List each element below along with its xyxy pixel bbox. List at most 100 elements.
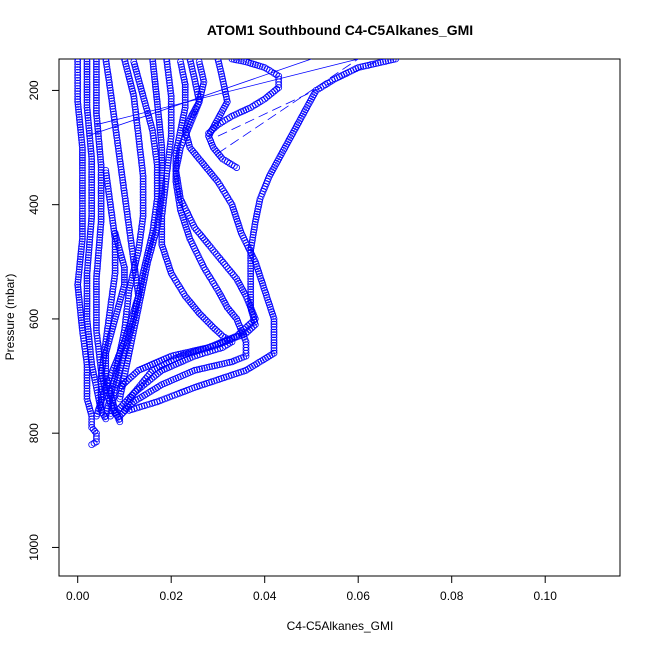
data-point [149, 366, 156, 374]
data-point [153, 98, 161, 106]
data-point [84, 264, 91, 272]
data-point [111, 118, 119, 126]
data-point [226, 307, 234, 315]
data-point [220, 83, 228, 90]
x-axis-label: C4-C5Alkanes_GMI [287, 619, 394, 633]
data-point [136, 233, 144, 241]
data-point [124, 297, 132, 305]
data-point [252, 213, 260, 221]
data-point [98, 369, 105, 377]
data-point [161, 183, 169, 191]
data-point [197, 345, 205, 353]
data-point [151, 75, 159, 83]
data-point [96, 236, 103, 244]
data-point [109, 219, 117, 227]
data-point [122, 200, 130, 208]
data-point [111, 121, 119, 129]
data-point [247, 252, 255, 260]
data-point [196, 61, 204, 68]
data-point [139, 283, 147, 291]
data-point [125, 72, 133, 80]
data-point [251, 321, 259, 329]
data-point [128, 276, 135, 284]
data-point [93, 91, 100, 99]
data-point [75, 113, 83, 121]
data-point [118, 171, 126, 179]
data-point [270, 341, 278, 349]
data-point [138, 286, 146, 294]
data-point [120, 380, 127, 388]
data-point [79, 164, 86, 172]
data-point [218, 70, 225, 78]
data-point [102, 340, 109, 348]
data-point [79, 232, 86, 240]
data-point [93, 73, 100, 81]
data-point [157, 136, 165, 144]
data-point [176, 146, 184, 154]
data-point [97, 213, 105, 221]
data-point [218, 73, 226, 80]
data-point [150, 65, 158, 73]
data-point [89, 366, 97, 374]
data-point [202, 316, 210, 324]
data-point [93, 109, 100, 117]
data-point [223, 95, 231, 103]
data-point [113, 131, 120, 139]
data-point [87, 220, 95, 228]
data-point [138, 159, 146, 167]
data-point [126, 77, 134, 85]
data-point [97, 187, 105, 195]
data-point [117, 166, 125, 173]
data-point [90, 371, 98, 379]
data-point [143, 401, 151, 409]
data-point [97, 388, 105, 396]
data-point [88, 168, 96, 176]
data-point [126, 393, 134, 401]
data-point [130, 264, 138, 272]
data-point [93, 107, 100, 115]
data-point [249, 233, 257, 241]
data-point [88, 189, 96, 197]
data-point [127, 237, 135, 245]
data-point [247, 278, 255, 285]
data-point [97, 391, 105, 398]
data-point [75, 288, 82, 296]
data-point [167, 119, 175, 127]
data-point [88, 202, 96, 210]
data-point [88, 184, 96, 191]
chart-title: ATOM1 Southbound C4-C5Alkanes_GMI [207, 22, 473, 38]
data-point [153, 95, 161, 103]
data-point [97, 226, 104, 234]
data-point [158, 144, 166, 151]
data-point [79, 222, 86, 230]
data-point [111, 272, 119, 280]
data-point [255, 203, 262, 211]
data-point [76, 258, 84, 266]
data-point [75, 296, 83, 304]
data-point [136, 146, 144, 153]
data-point [161, 188, 169, 196]
data-point [83, 384, 91, 392]
data-point [133, 309, 141, 317]
data-point [74, 87, 82, 95]
data-point [121, 268, 128, 276]
data-point [179, 71, 187, 78]
data-point [83, 78, 91, 86]
data-point [156, 128, 164, 136]
data-point [106, 306, 114, 314]
data-point [97, 179, 105, 187]
data-point [97, 393, 105, 401]
data-point [136, 298, 143, 306]
data-point [201, 315, 208, 323]
data-point [150, 70, 158, 78]
data-point [131, 321, 139, 329]
data-point [109, 102, 116, 110]
data-point [93, 296, 100, 303]
data-point [145, 371, 153, 378]
series-13 [205, 59, 283, 137]
data-point [270, 347, 278, 355]
data-point [109, 288, 116, 296]
data-point [186, 298, 194, 306]
data-point [93, 311, 100, 319]
data-point [111, 248, 119, 256]
